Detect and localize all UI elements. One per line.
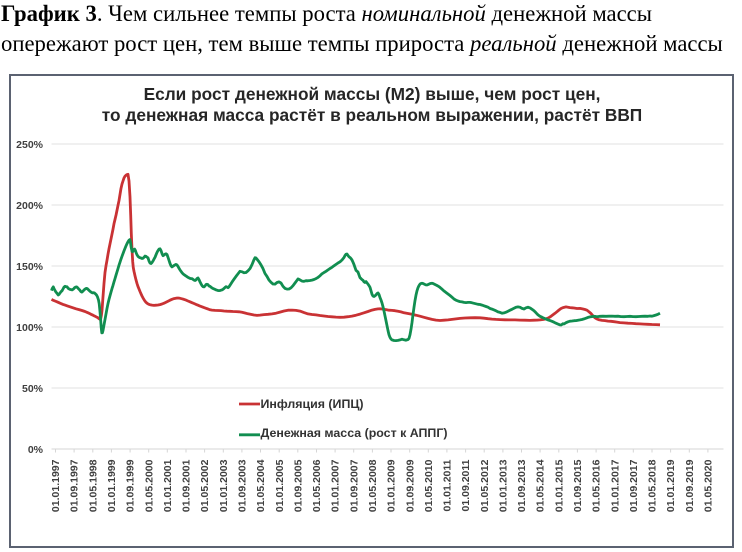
svg-text:01.09.1997: 01.09.1997 — [69, 459, 81, 512]
svg-text:01.01.2011: 01.01.2011 — [442, 459, 454, 511]
svg-text:250%: 250% — [16, 139, 44, 151]
svg-text:Денежная масса (рост к АППГ): Денежная масса (рост к АППГ) — [261, 426, 448, 440]
svg-text:01.01.2009: 01.01.2009 — [386, 459, 398, 512]
svg-text:01.05.2008: 01.05.2008 — [367, 459, 379, 512]
svg-text:01.01.2013: 01.01.2013 — [498, 459, 510, 512]
svg-text:0%: 0% — [28, 444, 44, 456]
svg-text:01.09.1999: 01.09.1999 — [125, 459, 137, 512]
svg-text:01.09.2017: 01.09.2017 — [628, 459, 640, 512]
svg-text:01.05.2018: 01.05.2018 — [647, 459, 659, 512]
svg-text:01.09.2015: 01.09.2015 — [572, 459, 584, 512]
svg-text:01.09.2019: 01.09.2019 — [684, 459, 696, 512]
svg-text:01.09.2001: 01.09.2001 — [181, 459, 193, 512]
svg-text:01.05.2012: 01.05.2012 — [479, 459, 491, 512]
svg-text:01.05.2014: 01.05.2014 — [535, 459, 547, 512]
svg-text:01.09.2009: 01.09.2009 — [404, 459, 416, 512]
svg-text:50%: 50% — [22, 383, 44, 395]
svg-text:01.01.2005: 01.01.2005 — [274, 459, 286, 512]
svg-text:01.05.2016: 01.05.2016 — [591, 459, 603, 512]
svg-text:01.05.2010: 01.05.2010 — [423, 459, 435, 512]
svg-text:01.01.2003: 01.01.2003 — [218, 459, 230, 512]
svg-text:100%: 100% — [16, 322, 44, 334]
svg-text:01.05.2004: 01.05.2004 — [255, 459, 267, 512]
svg-text:01.05.2020: 01.05.2020 — [703, 459, 715, 512]
svg-text:01.09.2013: 01.09.2013 — [516, 459, 528, 512]
svg-text:01.09.2007: 01.09.2007 — [348, 459, 360, 512]
svg-text:01.01.2015: 01.01.2015 — [553, 459, 565, 512]
svg-text:200%: 200% — [16, 200, 44, 212]
svg-text:01.05.2000: 01.05.2000 — [143, 459, 155, 512]
svg-text:01.05.1998: 01.05.1998 — [87, 459, 99, 512]
svg-text:01.09.2005: 01.09.2005 — [292, 459, 304, 512]
svg-text:01.01.2019: 01.01.2019 — [665, 459, 677, 512]
svg-text:01.09.2003: 01.09.2003 — [237, 459, 249, 512]
svg-text:01.01.2001: 01.01.2001 — [162, 459, 174, 512]
svg-text:01.01.1999: 01.01.1999 — [106, 459, 118, 512]
svg-text:01.09.2011: 01.09.2011 — [460, 459, 472, 511]
svg-text:150%: 150% — [16, 261, 44, 273]
svg-text:01.01.2007: 01.01.2007 — [330, 459, 342, 512]
svg-text:Инфляция (ИПЦ): Инфляция (ИПЦ) — [261, 397, 364, 411]
svg-text:01.05.2006: 01.05.2006 — [311, 459, 323, 512]
svg-text:01.01.1997: 01.01.1997 — [50, 459, 62, 512]
svg-text:01.01.2017: 01.01.2017 — [609, 459, 621, 512]
svg-text:01.05.2002: 01.05.2002 — [199, 459, 211, 512]
